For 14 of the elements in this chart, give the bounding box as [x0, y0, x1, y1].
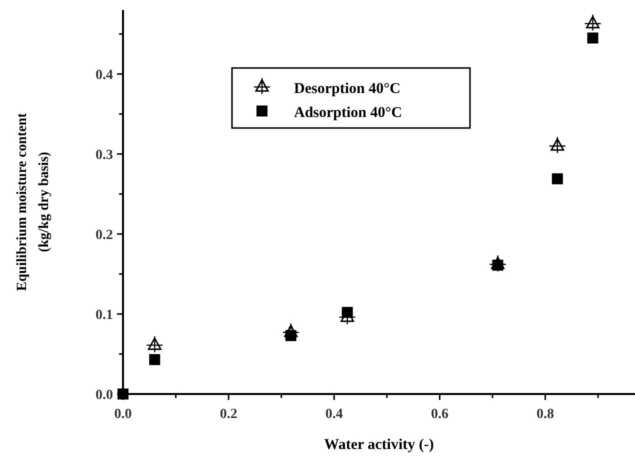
legend-label: Adsorption 40°C [294, 105, 402, 121]
y-tick-label: 0.4 [96, 68, 113, 83]
x-tick-label: 0.2 [220, 407, 238, 422]
x-tick-label: 0.0 [114, 407, 132, 422]
x-tick-label: 0.6 [430, 407, 448, 422]
y-tick-label: 0.0 [96, 388, 113, 403]
legend-label: Desorption 40°C [294, 81, 400, 97]
y-tick-label: 0.1 [96, 308, 113, 323]
x-tick-label: 0.4 [325, 407, 343, 422]
y-tick-label: 0.3 [96, 148, 113, 163]
x-axis-title: Water activity (-) [324, 437, 434, 453]
x-tick-label: 0.8 [536, 407, 554, 422]
y-tick-label: 0.2 [96, 228, 113, 243]
y-axis-title: Equilibrium moisture content (kg/kg dry basis) [15, 112, 52, 291]
